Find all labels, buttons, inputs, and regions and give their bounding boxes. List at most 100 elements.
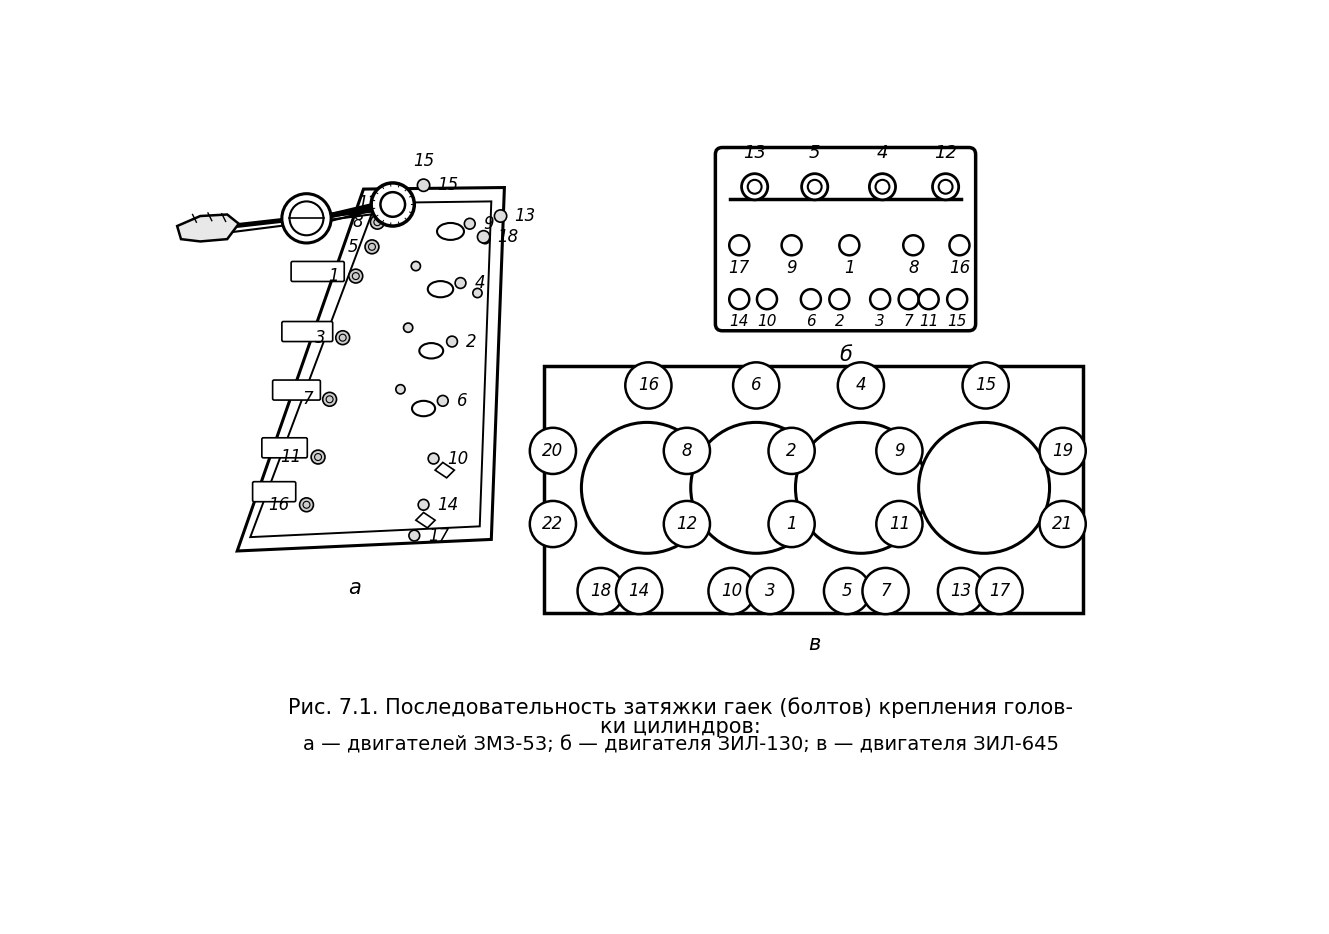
Text: 21: 21: [1053, 515, 1074, 533]
Circle shape: [617, 568, 662, 615]
Circle shape: [348, 269, 363, 283]
Circle shape: [417, 179, 429, 191]
Circle shape: [411, 262, 420, 271]
Circle shape: [473, 289, 482, 298]
Ellipse shape: [420, 343, 443, 359]
Circle shape: [365, 240, 379, 254]
Circle shape: [768, 428, 815, 474]
Circle shape: [282, 193, 331, 243]
Circle shape: [938, 568, 983, 615]
Text: 3: 3: [876, 314, 885, 329]
Circle shape: [409, 531, 420, 541]
Text: 5: 5: [841, 582, 852, 600]
Text: 4: 4: [856, 376, 867, 394]
Circle shape: [730, 290, 750, 309]
Text: 1: 1: [787, 515, 797, 533]
Circle shape: [796, 422, 926, 553]
Circle shape: [918, 422, 1050, 553]
Circle shape: [824, 568, 870, 615]
Text: 1: 1: [844, 259, 855, 277]
Circle shape: [447, 336, 457, 347]
Polygon shape: [237, 188, 505, 551]
Circle shape: [977, 568, 1022, 615]
Circle shape: [336, 331, 350, 345]
Circle shape: [477, 231, 490, 243]
Text: 8: 8: [908, 259, 918, 277]
Circle shape: [1039, 501, 1086, 547]
Circle shape: [404, 323, 413, 333]
Circle shape: [419, 500, 429, 510]
Circle shape: [876, 501, 922, 547]
Text: 6: 6: [805, 314, 816, 329]
Text: 3: 3: [315, 329, 326, 347]
Text: 12: 12: [358, 194, 379, 212]
Text: 15: 15: [975, 376, 997, 394]
Text: 13: 13: [950, 582, 971, 600]
Circle shape: [464, 219, 476, 229]
Text: 18: 18: [590, 582, 611, 600]
Text: 12: 12: [934, 144, 957, 163]
Text: 6: 6: [457, 392, 468, 410]
Circle shape: [494, 210, 506, 222]
Circle shape: [371, 183, 415, 226]
Circle shape: [371, 215, 384, 229]
Circle shape: [758, 290, 777, 309]
Circle shape: [578, 568, 623, 615]
Text: 16: 16: [949, 259, 970, 277]
Circle shape: [747, 568, 793, 615]
Text: 9: 9: [484, 215, 494, 233]
Circle shape: [918, 290, 938, 309]
Text: 3: 3: [764, 582, 775, 600]
Text: 5: 5: [347, 238, 358, 256]
Text: ки цилиндров:: ки цилиндров:: [601, 716, 762, 737]
Circle shape: [904, 235, 924, 255]
FancyBboxPatch shape: [272, 380, 320, 400]
Circle shape: [768, 501, 815, 547]
Text: 15: 15: [437, 177, 459, 194]
Ellipse shape: [437, 223, 464, 240]
Text: 14: 14: [629, 582, 650, 600]
Text: 11: 11: [918, 314, 938, 329]
Circle shape: [933, 174, 958, 200]
Circle shape: [730, 235, 750, 255]
Text: б: б: [839, 346, 852, 365]
Circle shape: [801, 174, 828, 200]
Ellipse shape: [428, 281, 453, 297]
Ellipse shape: [412, 401, 435, 417]
Text: 14: 14: [437, 496, 459, 514]
Text: 7: 7: [880, 582, 890, 600]
Text: Рис. 7.1. Последовательность затяжки гаек (болтов) крепления голов-: Рис. 7.1. Последовательность затяжки гае…: [288, 698, 1074, 718]
Text: 15: 15: [948, 314, 968, 329]
Circle shape: [898, 290, 918, 309]
Circle shape: [708, 568, 755, 615]
Circle shape: [455, 277, 466, 289]
Circle shape: [530, 501, 575, 547]
Text: 1: 1: [328, 267, 339, 285]
Bar: [545, 366, 1083, 613]
Circle shape: [949, 235, 969, 255]
Text: 8: 8: [354, 213, 364, 232]
Text: 2: 2: [466, 333, 477, 350]
Circle shape: [396, 385, 405, 394]
Text: 4: 4: [877, 144, 888, 163]
Text: 16: 16: [638, 376, 659, 394]
Text: 18: 18: [497, 228, 518, 246]
Circle shape: [734, 362, 779, 408]
FancyBboxPatch shape: [253, 482, 296, 502]
Circle shape: [428, 453, 439, 464]
Text: 2: 2: [787, 442, 797, 460]
Text: 17: 17: [728, 259, 750, 277]
Circle shape: [876, 428, 922, 474]
Text: 13: 13: [514, 207, 536, 225]
Circle shape: [691, 422, 821, 553]
Circle shape: [481, 234, 490, 244]
Text: а: а: [348, 578, 360, 598]
Text: 10: 10: [720, 582, 742, 600]
Circle shape: [530, 428, 575, 474]
Circle shape: [663, 428, 710, 474]
Circle shape: [801, 290, 821, 309]
Circle shape: [663, 501, 710, 547]
Text: 4: 4: [474, 274, 485, 292]
Text: 9: 9: [894, 442, 905, 460]
Text: 7: 7: [904, 314, 913, 329]
